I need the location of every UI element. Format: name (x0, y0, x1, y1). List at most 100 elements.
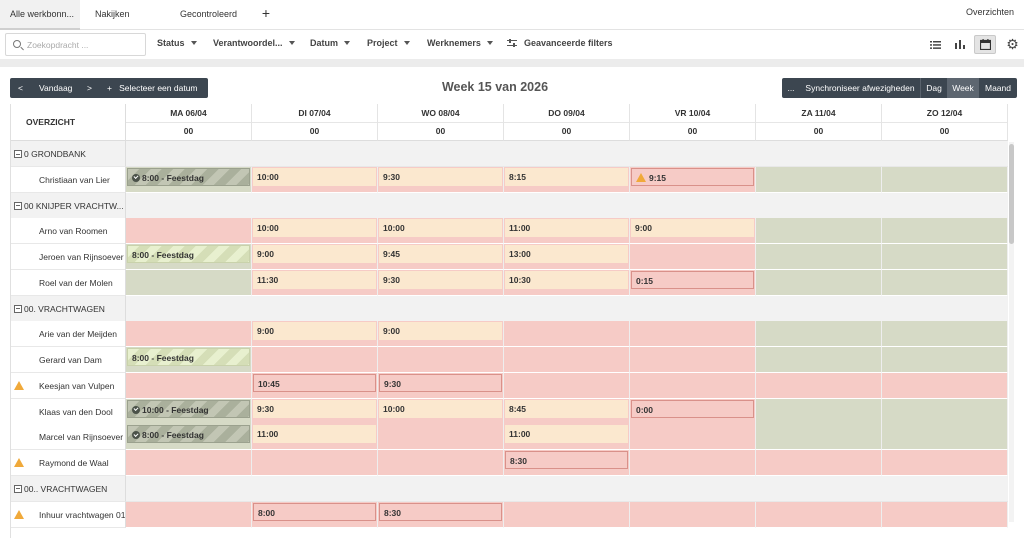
employee-label[interactable]: Christiaan van Lier (11, 166, 126, 193)
day-cell[interactable]: 11:00 (504, 218, 630, 245)
day-cell[interactable] (882, 347, 1008, 373)
group-label[interactable]: 0 GRONDBANK (11, 141, 126, 167)
filter-verantwoordelijke[interactable]: Verantwoordel... (213, 38, 295, 48)
add-tab-button[interactable]: + (261, 5, 271, 21)
day-cell[interactable] (504, 501, 630, 528)
time-entry[interactable]: 9:15 (631, 167, 754, 186)
holiday-entry[interactable]: 8:00 - Feestdag (127, 245, 250, 263)
vertical-scrollbar[interactable] (1009, 142, 1014, 522)
day-cell[interactable] (504, 347, 630, 373)
day-cell[interactable] (630, 372, 756, 399)
filter-datum[interactable]: Datum (310, 38, 351, 48)
day-cell[interactable] (882, 450, 1008, 476)
day-cell[interactable] (126, 501, 252, 528)
day-cell[interactable] (756, 321, 882, 348)
time-entry[interactable]: 8:15 (505, 167, 628, 186)
day-cell[interactable] (882, 501, 1008, 528)
day-cell[interactable]: 10:45 (252, 372, 378, 399)
day-cell[interactable]: 11:00 (504, 424, 630, 451)
time-entry[interactable]: 11:30 (253, 270, 376, 289)
filter-werknemers[interactable]: Werknemers (427, 38, 493, 48)
overzichten-link[interactable]: Overzichten (965, 7, 1014, 17)
collapse-icon[interactable] (14, 150, 22, 158)
day-cell[interactable] (630, 501, 756, 528)
day-cell[interactable] (756, 398, 882, 425)
list-view-button[interactable] (924, 35, 946, 54)
day-cell[interactable] (378, 347, 504, 373)
day-cell[interactable]: 8:00 - Feestdag (126, 347, 252, 373)
day-cell[interactable]: 9:30 (378, 372, 504, 399)
day-cell[interactable] (378, 424, 504, 451)
time-entry[interactable]: 9:00 (253, 322, 376, 341)
day-cell[interactable]: 9:00 (252, 321, 378, 348)
day-cell[interactable] (882, 269, 1008, 296)
next-week-button[interactable]: > (87, 83, 92, 93)
day-cell[interactable]: 11:30 (252, 269, 378, 296)
time-entry[interactable]: 8:00 (253, 502, 376, 521)
day-cell[interactable]: 9:30 (378, 166, 504, 193)
day-cell[interactable]: 9:00 (630, 218, 756, 245)
day-cell[interactable] (756, 372, 882, 399)
day-cell[interactable] (756, 450, 882, 476)
employee-label[interactable]: Arno van Roomen (11, 218, 126, 245)
time-entry[interactable]: 11:00 (505, 219, 628, 238)
holiday-entry[interactable]: 8:00 - Feestdag (127, 425, 250, 444)
day-header[interactable]: DI 07/04 00 (252, 104, 378, 141)
day-cell[interactable]: 10:00 (252, 166, 378, 193)
day-header[interactable]: ZO 12/04 00 (882, 104, 1008, 141)
day-cell[interactable] (756, 166, 882, 193)
day-cell[interactable] (126, 321, 252, 348)
employee-label[interactable]: Keesjan van Vulpen (11, 372, 126, 399)
day-cell[interactable] (126, 269, 252, 296)
calendar-view-button[interactable] (974, 35, 996, 54)
time-entry[interactable]: 9:30 (379, 373, 502, 392)
time-entry[interactable]: 0:15 (631, 270, 754, 289)
day-cell[interactable]: 9:30 (252, 398, 378, 425)
holiday-entry[interactable]: 10:00 - Feestdag (127, 399, 250, 418)
day-cell[interactable] (756, 218, 882, 245)
day-cell[interactable]: 8:00 (252, 501, 378, 528)
more-options-button[interactable]: ... (787, 83, 795, 93)
employee-label[interactable]: Inhuur vrachtwagen 01 (11, 501, 126, 528)
day-cell[interactable] (630, 347, 756, 373)
day-cell[interactable] (756, 244, 882, 270)
day-cell[interactable]: 10:00 (378, 398, 504, 425)
day-cell[interactable]: 10:00 (378, 218, 504, 245)
day-cell[interactable]: 8:00 - Feestdag (126, 424, 252, 451)
day-cell[interactable]: 8:15 (504, 166, 630, 193)
day-cell[interactable]: 8:30 (378, 501, 504, 528)
month-view-button[interactable]: Maand (985, 83, 1011, 93)
time-entry[interactable]: 8:30 (505, 451, 628, 469)
chart-view-button[interactable] (949, 35, 971, 54)
time-entry[interactable]: 10:45 (253, 373, 376, 392)
day-cell[interactable] (882, 398, 1008, 425)
prev-week-button[interactable]: < (18, 83, 23, 93)
time-entry[interactable]: 13:00 (505, 245, 628, 263)
day-cell[interactable] (882, 372, 1008, 399)
day-cell[interactable]: 9:45 (378, 244, 504, 270)
group-label[interactable]: 00.. VRACHTWAGEN (11, 475, 126, 502)
day-cell[interactable]: 9:00 (252, 244, 378, 270)
day-cell[interactable]: 10:30 (504, 269, 630, 296)
day-cell[interactable] (882, 218, 1008, 245)
time-entry[interactable]: 10:30 (505, 270, 628, 289)
day-cell[interactable] (882, 244, 1008, 270)
employee-label[interactable]: Klaas van den Dool (11, 398, 126, 425)
time-entry[interactable]: 8:45 (505, 399, 628, 418)
day-cell[interactable]: 9:00 (378, 321, 504, 348)
employee-label[interactable]: Jeroen van Rijnsoever (11, 244, 126, 270)
time-entry[interactable]: 9:30 (379, 167, 502, 186)
day-cell[interactable] (882, 321, 1008, 348)
day-header[interactable]: WO 08/04 00 (378, 104, 504, 141)
day-cell[interactable] (756, 501, 882, 528)
day-cell[interactable] (504, 372, 630, 399)
day-cell[interactable] (252, 347, 378, 373)
day-cell[interactable] (378, 450, 504, 476)
time-entry[interactable]: 10:00 (253, 167, 376, 186)
tab-alle-werkbonnen[interactable]: Alle werkbonn... (0, 0, 80, 30)
day-cell[interactable]: 8:00 - Feestdag (126, 244, 252, 270)
day-cell[interactable] (756, 424, 882, 451)
employee-label[interactable]: Arie van der Meijden (11, 321, 126, 348)
time-entry[interactable]: 9:00 (253, 245, 376, 263)
day-header[interactable]: MA 06/04 00 (126, 104, 252, 141)
